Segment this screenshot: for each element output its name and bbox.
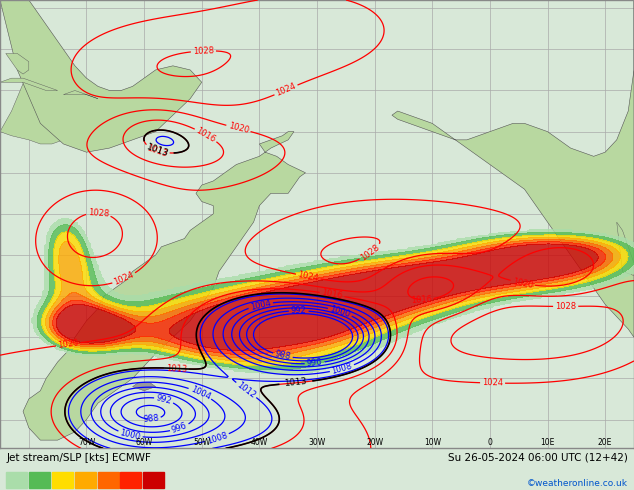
Text: 50W: 50W (193, 438, 210, 447)
Text: 992: 992 (291, 306, 307, 315)
Text: 1020: 1020 (57, 339, 79, 350)
Text: 1024: 1024 (275, 82, 297, 98)
Text: 1024: 1024 (113, 270, 136, 287)
Polygon shape (133, 383, 155, 391)
Bar (29, 472, 50, 488)
Text: 1020: 1020 (512, 277, 534, 290)
Text: 996: 996 (171, 421, 188, 435)
Bar (52, 472, 73, 488)
Text: Su 26-05-2024 06:00 UTC (12+42): Su 26-05-2024 06:00 UTC (12+42) (448, 453, 628, 463)
Polygon shape (6, 53, 29, 74)
Bar (120, 472, 141, 488)
Text: 1028: 1028 (87, 208, 110, 218)
Text: 1028: 1028 (359, 243, 382, 262)
Text: 988: 988 (274, 350, 292, 362)
Text: 20W: 20W (366, 438, 383, 447)
Text: 1016: 1016 (195, 126, 217, 144)
Text: 992: 992 (155, 393, 172, 406)
Text: 1013: 1013 (146, 143, 169, 158)
Text: 1004: 1004 (249, 298, 272, 312)
Polygon shape (0, 70, 144, 144)
Text: 1012: 1012 (235, 380, 257, 400)
Text: 20E: 20E (598, 438, 612, 447)
Text: 996: 996 (306, 358, 323, 368)
Polygon shape (617, 222, 634, 275)
Text: 1000: 1000 (119, 428, 141, 441)
Text: 1024: 1024 (482, 378, 503, 388)
Text: 1013: 1013 (284, 377, 307, 389)
Text: 30W: 30W (308, 438, 326, 447)
Text: 1024: 1024 (297, 270, 320, 283)
Text: 1016: 1016 (410, 294, 432, 304)
Text: 1016: 1016 (321, 288, 343, 300)
Text: 1004: 1004 (189, 385, 212, 402)
Text: 1020: 1020 (227, 122, 250, 135)
Text: 1028: 1028 (555, 302, 576, 311)
Polygon shape (23, 132, 306, 440)
Text: 1013: 1013 (165, 364, 187, 373)
Text: ©weatheronline.co.uk: ©weatheronline.co.uk (527, 479, 628, 488)
Bar (143, 472, 164, 488)
Text: 1008: 1008 (331, 362, 353, 376)
Text: 60W: 60W (136, 438, 153, 447)
Text: 10W: 10W (424, 438, 441, 447)
Bar (6, 472, 27, 488)
Text: Jet stream/SLP [kts] ECMWF: Jet stream/SLP [kts] ECMWF (6, 453, 152, 463)
Text: 1008: 1008 (205, 431, 228, 445)
Text: 1028: 1028 (193, 46, 214, 56)
Bar (75, 472, 96, 488)
Text: 10E: 10E (540, 438, 555, 447)
Bar (98, 472, 119, 488)
Text: 1000: 1000 (328, 304, 351, 319)
Polygon shape (392, 0, 634, 337)
Text: 988: 988 (143, 414, 159, 424)
Polygon shape (0, 78, 58, 91)
Polygon shape (63, 91, 98, 98)
Text: 40W: 40W (250, 438, 268, 447)
Text: 0: 0 (488, 438, 493, 447)
Polygon shape (0, 0, 202, 152)
Text: 1013: 1013 (145, 143, 170, 159)
Text: 70W: 70W (78, 438, 95, 447)
